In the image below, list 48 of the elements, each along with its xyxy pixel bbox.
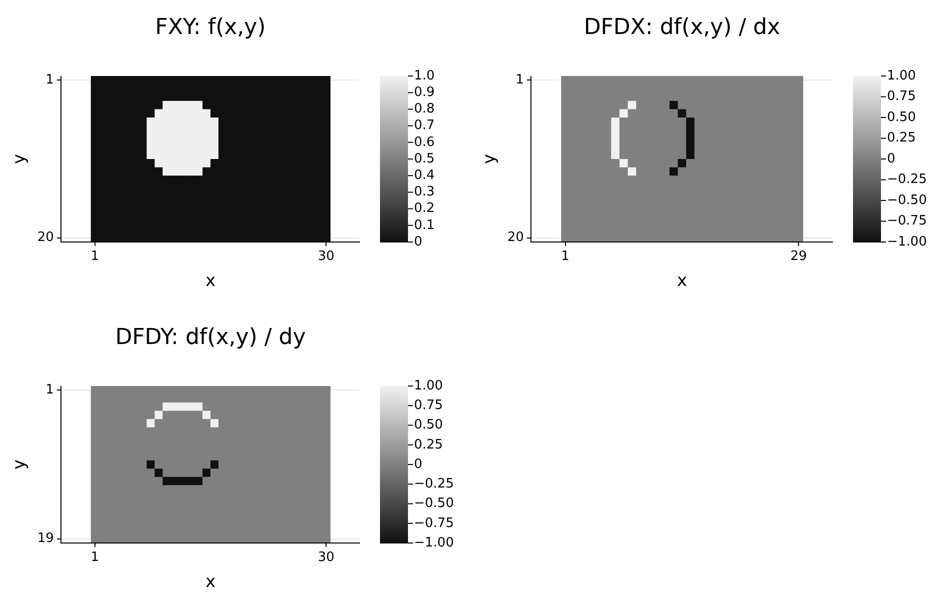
x-axis-title: x <box>205 271 216 292</box>
color-bar-label: 0.50 <box>414 418 443 433</box>
color-bar-label: 0.4 <box>414 168 435 183</box>
color-bar-label: 1.00 <box>887 68 916 84</box>
y-tick-label: 20 <box>507 230 524 246</box>
chart-title: DFDX: df(x,y) / dx <box>584 15 780 40</box>
color-bar-label: 0.75 <box>887 89 916 104</box>
color-bar-label: 0 <box>414 456 422 472</box>
color-bar-label: −0.50 <box>887 192 927 208</box>
color-bar-label: 0.6 <box>414 134 435 150</box>
color-bar-label: 0.75 <box>414 398 443 413</box>
x-tick-label: 30 <box>318 249 334 264</box>
y-tick-label: 19 <box>37 531 54 546</box>
color-bar-label: 0.5 <box>414 151 435 166</box>
color-bar-label: −0.25 <box>414 476 454 492</box>
color-bar-label: 0.1 <box>414 218 435 233</box>
chart-title: DFDY: df(x,y) / dy <box>115 325 306 350</box>
y-tick-label: 1 <box>46 72 54 88</box>
color-bar-label: 0.50 <box>887 110 916 125</box>
color-bar-label: −1.00 <box>414 535 454 550</box>
color-bar-label: 1.0 <box>414 68 435 84</box>
color-bar-label: −0.25 <box>887 172 927 188</box>
color-bar-label: 0.2 <box>414 201 435 216</box>
x-tick-label: 1 <box>561 249 570 264</box>
y-axis-title: y <box>10 154 30 164</box>
x-axis-title: x <box>676 271 687 292</box>
color-bar-label: −0.75 <box>887 214 927 229</box>
color-bar-label: 1.00 <box>414 378 443 394</box>
y-tick-label: 1 <box>46 382 54 398</box>
color-bar-label: −1.00 <box>887 234 927 250</box>
y-axis-title: y <box>10 459 30 470</box>
x-tick-label: 30 <box>318 550 334 566</box>
color-bar-label: 0.8 <box>414 102 435 117</box>
y-axis-title: y <box>480 154 500 164</box>
color-bar-label: 0 <box>887 151 896 166</box>
color-bar-label: 0.3 <box>414 184 435 200</box>
y-tick-label: 20 <box>37 230 54 246</box>
color-bar-label: −0.50 <box>414 496 454 512</box>
x-tick-label: 29 <box>790 249 807 264</box>
color-bar-label: 0.7 <box>414 118 435 134</box>
color-bar-label: 0.25 <box>887 130 916 146</box>
x-tick-label: 1 <box>90 249 99 264</box>
chart-title: FXY: f(x,y) <box>155 15 266 40</box>
color-bar-label: 0.9 <box>414 84 435 100</box>
color-bar-label: 0 <box>414 234 422 250</box>
x-axis-title: x <box>205 572 216 592</box>
color-bar-label: 0.25 <box>414 437 443 452</box>
color-bar-label: −0.75 <box>414 516 454 531</box>
